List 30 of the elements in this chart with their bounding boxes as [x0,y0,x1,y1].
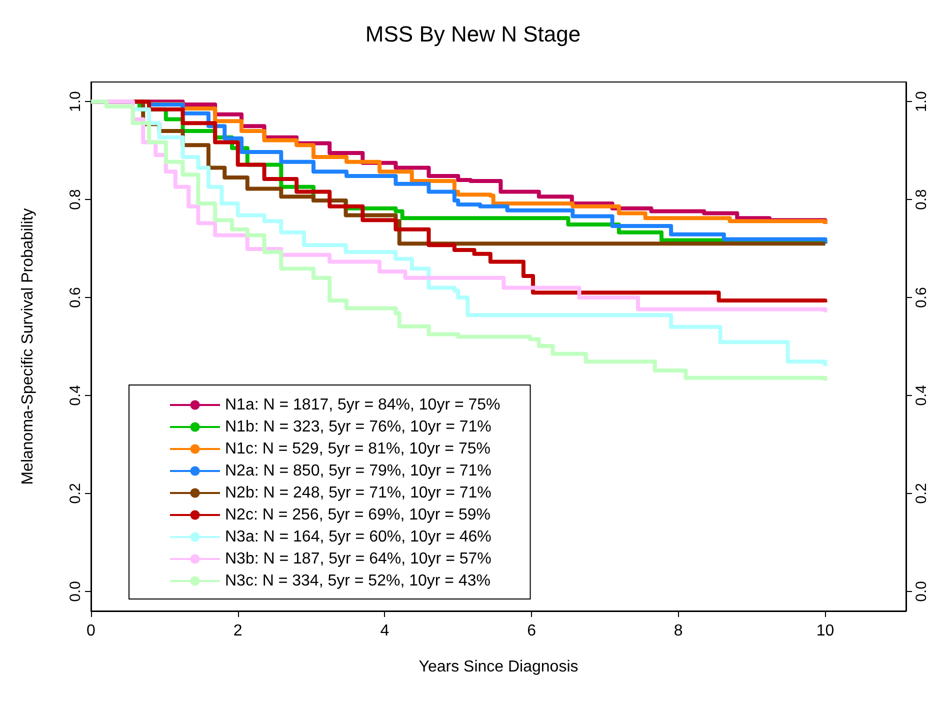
y2-tick-label: 0.0 [913,580,930,602]
legend-label: N2b: N = 248, 5yr = 71%, 10yr = 71% [225,484,492,502]
legend-label: N1a: N = 1817, 5yr = 84%, 10yr = 75% [225,396,500,414]
x-tick-label: 0 [86,622,96,640]
y-tick-label: 0.8 [67,189,84,210]
y2-tick-label: 1.0 [913,91,930,112]
x-tick-label: 8 [674,622,683,640]
y-axis-title: Melanoma-Specific Survival Probability [20,208,36,485]
legend-label: N1b: N = 323, 5yr = 76%, 10yr = 71% [225,418,492,436]
y-tick-label: 0.2 [67,483,84,504]
x-tick-label: 2 [233,622,242,640]
chart-title: MSS By New N Stage [365,22,581,46]
legend-label: N3a: N = 164, 5yr = 60%, 10yr = 46% [225,528,492,546]
y-tick-label: 0.4 [67,385,84,406]
x-axis-title: Years Since Diagnosis [418,658,578,676]
x-tick-label: 6 [527,622,536,640]
legend-label: N3b: N = 187, 5yr = 64%, 10yr = 57% [225,550,492,568]
legend-label: N1c: N = 529, 5yr = 81%, 10yr = 75% [225,440,490,458]
legend-label: N2a: N = 850, 5yr = 79%, 10yr = 71% [225,462,492,480]
y2-tick-label: 0.4 [913,385,930,406]
y2-tick-label: 0.6 [913,287,930,308]
x-tick-label: 10 [816,622,834,640]
y-tick-label: 0.0 [67,580,84,602]
legend-label: N3c: N = 334, 5yr = 52%, 10yr = 43% [225,572,490,590]
y-tick-label: 1.0 [67,91,84,112]
y2-tick-label: 0.8 [913,189,930,210]
y2-tick-label: 0.2 [913,483,930,504]
x-tick-label: 4 [380,622,390,640]
y-tick-label: 0.6 [67,287,84,308]
legend-label: N2c: N = 256, 5yr = 69%, 10yr = 59% [225,506,490,524]
